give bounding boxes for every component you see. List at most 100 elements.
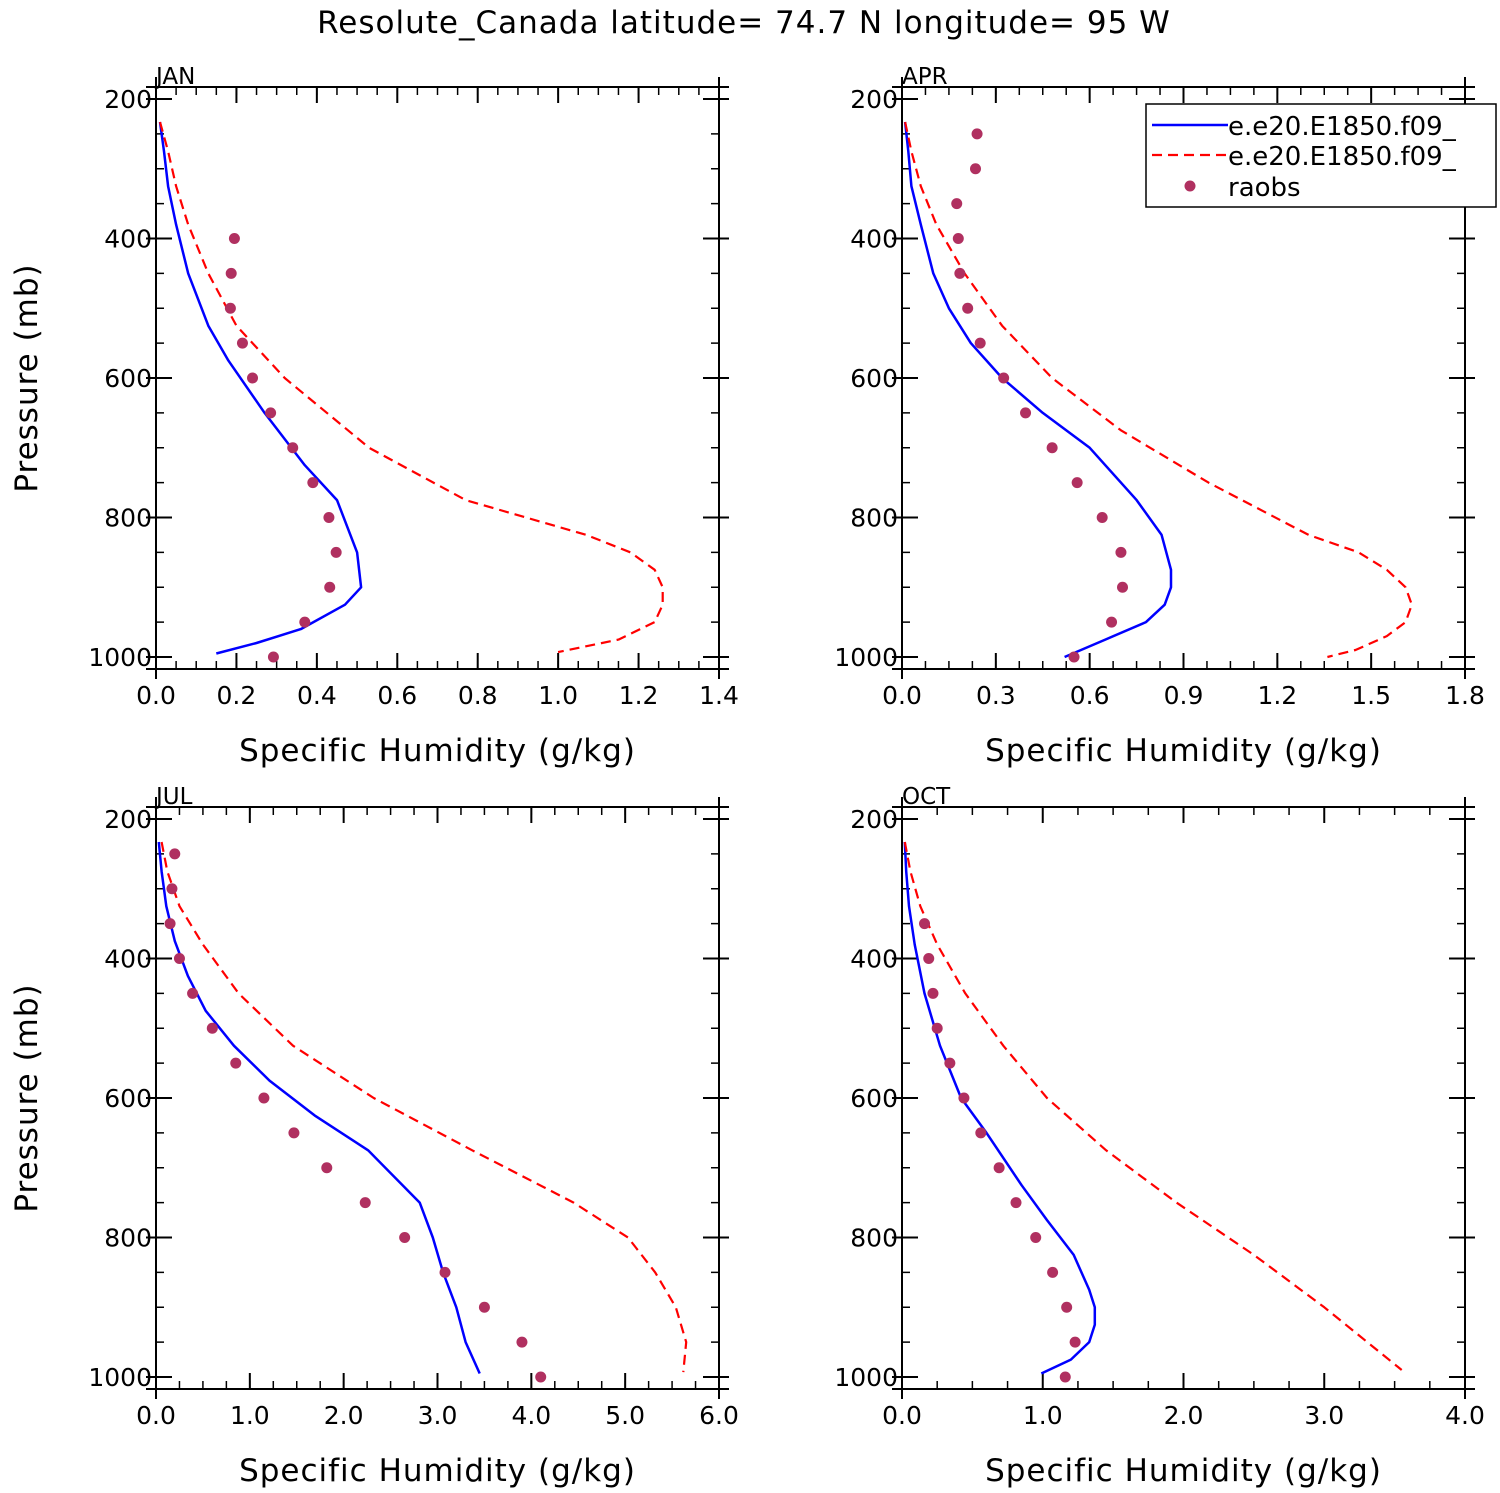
- raobs-point: [923, 953, 935, 964]
- raobs-point: [1020, 407, 1032, 419]
- x-tick-label: 1.8: [1445, 681, 1485, 710]
- raobs-point: [187, 987, 199, 999]
- figure-title: Resolute_Canada latitude= 74.7 N longitu…: [317, 5, 1171, 41]
- x-tick-label: 3.0: [418, 1401, 458, 1430]
- raobs-point: [399, 1232, 411, 1243]
- y-tick-label: 800: [104, 1224, 152, 1253]
- raobs-point: [1069, 1336, 1081, 1348]
- series-line-blue: [157, 841, 481, 1375]
- raobs-point: [247, 372, 259, 384]
- raobs-point: [1117, 581, 1129, 593]
- y-axis-label: Pressure (mb): [9, 263, 45, 492]
- panel-jan: 0.0 0.2 0.4 0.6 0.8 1.0 1.2 1.4 200 400 600 800 1000…: [9, 64, 739, 769]
- raobs-point: [927, 987, 939, 999]
- y-tick-label: 200: [104, 805, 152, 834]
- y-tick-label: 1000: [88, 643, 152, 672]
- raobs-point: [1071, 477, 1083, 489]
- x-tick-label: 0.8: [458, 681, 498, 710]
- raobs-point: [173, 953, 185, 964]
- x-axis-label: Specific Humidity (g/kg): [239, 733, 636, 769]
- y-tick-label: 200: [104, 85, 152, 114]
- x-tick-label: 4.0: [511, 1401, 551, 1430]
- panel-jul: 0.0 1.0 2.0 3.0 4.0 5.0 6.0 200 400 600 800 1000 JUL…: [9, 784, 739, 1489]
- x-tick-label: 5.0: [605, 1401, 645, 1430]
- x-tick-label: 1.2: [1257, 681, 1297, 710]
- series-line-red: [903, 841, 1403, 1371]
- raobs-point: [535, 1371, 547, 1383]
- raobs-point: [971, 128, 983, 140]
- x-axis-label: Specific Humidity (g/kg): [985, 733, 1382, 769]
- y-tick-label: 1000: [88, 1363, 152, 1392]
- raobs-point: [951, 198, 963, 210]
- x-axis-label: Specific Humidity (g/kg): [985, 1453, 1382, 1489]
- raobs-point: [225, 267, 237, 279]
- raobs-point: [323, 512, 335, 523]
- x-tick-label: 1.0: [538, 681, 578, 710]
- x-tick-label: 1.0: [230, 1401, 270, 1430]
- y-tick-label: 600: [850, 1084, 898, 1113]
- raobs-point: [228, 233, 240, 244]
- raobs-point: [164, 918, 176, 930]
- raobs-point: [998, 372, 1010, 384]
- raobs-point: [1061, 1301, 1073, 1313]
- raobs-point: [1059, 1371, 1071, 1383]
- x-tick-label: 1.2: [619, 681, 659, 710]
- raobs-point: [166, 883, 178, 895]
- panel-title: OCT: [902, 784, 951, 810]
- x-tick-label: 2.0: [1164, 1401, 1204, 1430]
- raobs-point: [919, 918, 931, 930]
- raobs-point: [944, 1057, 956, 1069]
- raobs-point: [478, 1301, 490, 1313]
- y-tick-label: 600: [104, 364, 152, 393]
- raobs-point: [931, 1022, 943, 1034]
- raobs-point: [258, 1092, 270, 1104]
- raobs-point: [288, 1127, 300, 1139]
- y-tick-label: 600: [850, 364, 898, 393]
- raobs-point: [236, 337, 248, 349]
- raobs-point: [1046, 442, 1058, 454]
- raobs-point: [1068, 651, 1080, 663]
- raobs-point: [958, 1092, 970, 1104]
- raobs-point: [307, 477, 319, 489]
- raobs-point: [206, 1022, 218, 1034]
- x-tick-label: 0.0: [882, 1401, 922, 1430]
- x-tick-label: 0.2: [217, 681, 257, 710]
- raobs-point: [299, 616, 311, 628]
- x-tick-label: 0.9: [1164, 681, 1204, 710]
- panel-title: JAN: [154, 64, 195, 90]
- raobs-point: [321, 1162, 333, 1174]
- y-tick-label: 400: [104, 225, 152, 254]
- raobs-point: [359, 1197, 371, 1209]
- x-tick-label: 0.0: [136, 1401, 176, 1430]
- x-tick-label: 4.0: [1445, 1401, 1485, 1430]
- series-line-red: [158, 121, 664, 654]
- panel-title: APR: [902, 64, 948, 90]
- x-tick-label: 6.0: [699, 1401, 739, 1430]
- raobs-point: [330, 546, 342, 558]
- y-tick-label: 800: [850, 1224, 898, 1253]
- x-tick-label: 0.3: [976, 681, 1016, 710]
- series-line-red: [160, 841, 688, 1373]
- legend: e.e20.E1850.f09_ e.e20.E1850.f09_ raobs: [1145, 103, 1497, 208]
- raobs-point: [952, 233, 964, 244]
- series-line-blue: [158, 121, 363, 655]
- series-line-blue: [903, 841, 1097, 1375]
- raobs-point: [1106, 616, 1118, 628]
- panels: 0.0 0.2 0.4 0.6 0.8 1.0 1.2 1.4 200 400 600 800 1000…: [9, 64, 1485, 1489]
- x-tick-label: 0.4: [297, 681, 337, 710]
- legend-label-red: e.e20.E1850.f09_: [1228, 142, 1457, 172]
- y-tick-label: 200: [850, 805, 898, 834]
- raobs-point: [1010, 1197, 1022, 1209]
- raobs-point: [993, 1162, 1005, 1174]
- x-tick-label: 0.6: [377, 681, 417, 710]
- y-tick-label: 1000: [834, 1363, 898, 1392]
- raobs-point: [265, 407, 277, 419]
- x-tick-label: 2.0: [324, 1401, 364, 1430]
- raobs-point: [287, 442, 299, 454]
- y-tick-label: 200: [850, 85, 898, 114]
- y-tick-label: 400: [850, 225, 898, 254]
- raobs-point: [1115, 546, 1127, 558]
- panel-oct: 0.0 1.0 2.0 3.0 4.0 200 400 600 800 1000 OCT Specif…: [834, 784, 1485, 1489]
- legend-label-blue: e.e20.E1850.f09_: [1228, 112, 1457, 142]
- y-tick-label: 400: [104, 945, 152, 974]
